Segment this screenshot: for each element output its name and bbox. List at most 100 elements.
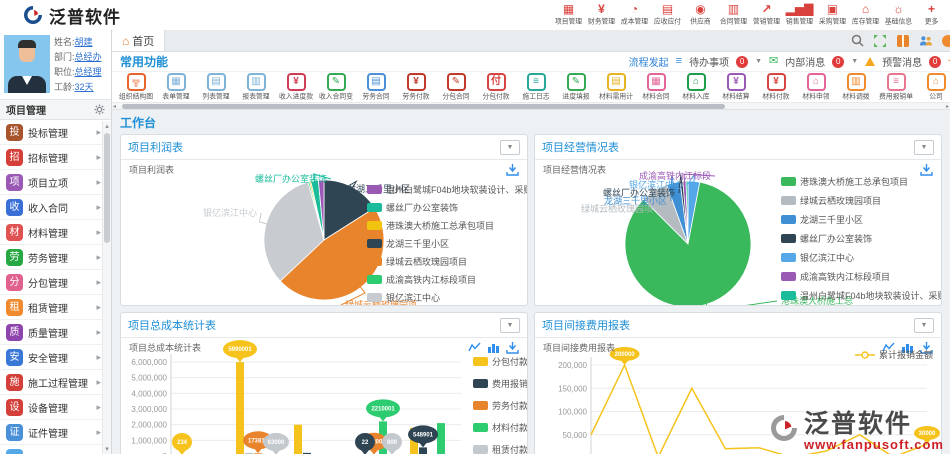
- nav-item-库存管理[interactable]: ⌂ 库存管理: [849, 3, 882, 27]
- nav-item-成本管理[interactable]: ◔ 成本管理: [618, 3, 651, 27]
- legend-item[interactable]: 成渝高铁内江标段项目: [367, 270, 527, 288]
- line-chart-icon[interactable]: [882, 341, 895, 354]
- nav-item-采购管理[interactable]: ▣ 采购管理: [816, 3, 849, 27]
- legend-item[interactable]: 港珠澳大桥施工总承包项目: [367, 216, 527, 234]
- flow-start-link[interactable]: 流程发起: [628, 58, 669, 69]
- profile-field-value[interactable]: 32天: [74, 82, 94, 92]
- legend-item[interactable]: 龙湖三千里小区: [781, 210, 941, 229]
- bar-chart-icon[interactable]: [901, 341, 914, 354]
- chevron-down-icon[interactable]: ▼: [755, 58, 762, 65]
- sidebar-item-劳务管理[interactable]: 劳劳务管理 ▸: [0, 245, 111, 270]
- panel-dropdown-button[interactable]: ▼: [914, 317, 934, 333]
- sidebar-item-租赁管理[interactable]: 租租赁管理 ▸: [0, 295, 111, 320]
- function-表单管理[interactable]: ▦ 表单管理: [156, 72, 196, 102]
- panel-dropdown-button[interactable]: ▼: [500, 317, 520, 333]
- sidebar-item-分包管理[interactable]: 分分包管理 ▸: [0, 270, 111, 295]
- download-icon[interactable]: [506, 341, 519, 354]
- function-材料合同[interactable]: ▦ 材料合同: [636, 72, 676, 102]
- sidebar-item-安全管理[interactable]: 安安全管理 ▸: [0, 345, 111, 370]
- function-费用报销单[interactable]: ≡ 费用报销单: [876, 72, 916, 102]
- function-收入进度款[interactable]: ¥ 收入进度款: [276, 72, 316, 102]
- legend-item[interactable]: 港珠澳大桥施工总承包项目: [781, 172, 941, 191]
- nav-item-供应商[interactable]: ◉ 供应商: [684, 3, 717, 27]
- expand-icon[interactable]: [873, 34, 887, 48]
- scroll-down-icon[interactable]: ▾: [105, 446, 109, 453]
- sidebar-item-招标管理[interactable]: 招招标管理 ▸: [0, 145, 111, 170]
- nav-item-财务管理[interactable]: ¥ 财务管理: [585, 3, 618, 27]
- sidebar-item-项目立项[interactable]: 项项目立项 ▸: [0, 170, 111, 195]
- download-icon[interactable]: [920, 341, 933, 354]
- panel-dropdown-button[interactable]: ▼: [914, 139, 934, 155]
- function-进度填报[interactable]: ✎ 进度填报: [556, 72, 596, 102]
- tab-home[interactable]: ⌂ 首页: [112, 30, 166, 51]
- legend-item[interactable]: 费用报销: [473, 372, 527, 394]
- scroll-up-icon[interactable]: ▴: [105, 123, 109, 130]
- nav-item-项目管理[interactable]: ▦ 项目管理: [552, 3, 585, 27]
- function-列表管理[interactable]: ▤ 列表管理: [196, 72, 236, 102]
- legend-item[interactable]: 螺丝厂办公室装饰: [367, 198, 527, 216]
- sidebar-item-clipped[interactable]: ▸: [0, 445, 111, 454]
- sidebar-item-材料管理[interactable]: 材材料管理 ▸: [0, 220, 111, 245]
- horizontal-scrollbar[interactable]: ◂ ▸: [112, 102, 950, 110]
- gear-icon[interactable]: [94, 104, 105, 115]
- sidebar-item-收入合同[interactable]: 收收入合同 ▸: [0, 195, 111, 220]
- legend-item[interactable]: 龙湖三千里小区: [367, 234, 527, 252]
- sidebar-item-设备管理[interactable]: 设设备管理 ▸: [0, 395, 111, 420]
- bar-chart-icon[interactable]: [487, 341, 500, 354]
- function-材料入库[interactable]: ⌂ 材料入库: [676, 72, 716, 102]
- legend-item[interactable]: 银亿滨江中心: [781, 248, 941, 267]
- function-报表管理[interactable]: ▥ 报表管理: [236, 72, 276, 102]
- nav-item-合同管理[interactable]: ▥ 合同管理: [717, 3, 750, 27]
- sidebar-item-投标管理[interactable]: 投投标管理 ▸: [0, 120, 111, 145]
- legend-item[interactable]: 绿城云栖玫瑰园项目: [367, 252, 527, 270]
- function-材料付款[interactable]: ¥ 材料付款: [756, 72, 796, 102]
- nav-item-更多[interactable]: + 更多: [915, 3, 948, 27]
- legend-item[interactable]: 温州白鹭城F04b地块软装设计、采购与布展工程: [367, 180, 527, 198]
- download-icon[interactable]: [920, 163, 933, 176]
- function-材料需用计划[interactable]: ▤材料需用计划: [596, 72, 636, 102]
- legend-item[interactable]: 温州白鹭城F04b地块软装设计、采购与布展工程: [781, 286, 941, 305]
- nav-item-营销管理[interactable]: ↗ 营销管理: [750, 3, 783, 27]
- safety-vest-icon[interactable]: [896, 34, 910, 48]
- panel-dropdown-button[interactable]: ▼: [500, 139, 520, 155]
- legend-item[interactable]: 劳务付款: [473, 394, 527, 416]
- clipped-plus-icon[interactable]: +: [948, 56, 950, 67]
- scrollbar-thumb[interactable]: [104, 133, 110, 243]
- search-icon[interactable]: [850, 34, 864, 48]
- legend-item[interactable]: 绿城云栖玫瑰园项目: [781, 191, 941, 210]
- legend-item[interactable]: 累计报销金额: [855, 348, 933, 361]
- clipped-icon[interactable]: [942, 34, 950, 47]
- function-分包合同[interactable]: ✎ 分包合同: [436, 72, 476, 102]
- counter-待办事项[interactable]: ≡ 待办事项 0 ▼: [676, 54, 762, 69]
- profile-field-value[interactable]: 胡建: [74, 37, 93, 47]
- function-材料结算[interactable]: ¥ 材料结算: [716, 72, 756, 102]
- legend-item[interactable]: 螺丝厂办公室装饰: [781, 229, 941, 248]
- function-施工日志[interactable]: ≡ 施工日志: [516, 72, 556, 102]
- scroll-right-icon[interactable]: ▸: [945, 104, 949, 110]
- legend-item[interactable]: 分包付款: [473, 350, 527, 372]
- function-材料申领[interactable]: ⌂ 材料申领: [796, 72, 836, 102]
- scroll-left-icon[interactable]: ◂: [113, 104, 117, 110]
- users-icon[interactable]: [919, 34, 933, 48]
- sidebar-item-质量管理[interactable]: 质质量管理 ▸: [0, 320, 111, 345]
- function-材料调拨[interactable]: ▥ 材料调拨: [836, 72, 876, 102]
- hscrollbar-thumb[interactable]: [122, 104, 726, 109]
- profile-field-value[interactable]: 总经理: [74, 67, 102, 77]
- legend-item[interactable]: 成渝高铁内江标段项目: [781, 267, 941, 286]
- function-组织结构图[interactable]: ╦ 组织结构图: [116, 72, 156, 102]
- sidebar-scrollbar[interactable]: ▴ ▾: [102, 121, 111, 454]
- function-劳务合同[interactable]: ▤ 劳务合同: [356, 72, 396, 102]
- sidebar-item-施工过程管理[interactable]: 施施工过程管理 ▸: [0, 370, 111, 395]
- counter-预警消息[interactable]: 预警消息 0: [865, 54, 942, 69]
- nav-item-基础信息[interactable]: ☼ 基础信息: [882, 3, 915, 27]
- chevron-down-icon[interactable]: ▼: [851, 58, 859, 65]
- function-收入合同变更签证[interactable]: ✎收入合同变更签证: [316, 72, 356, 102]
- function-分包付款[interactable]: 付分包付款: [476, 72, 516, 102]
- function-公司[interactable]: ⌂ 公司: [916, 72, 950, 102]
- sidebar-item-证件管理[interactable]: 证证件管理 ▸: [0, 420, 111, 445]
- counter-内部消息[interactable]: ✉ 内部消息 0 ▼: [769, 54, 858, 69]
- profile-field-value[interactable]: 总经办: [74, 52, 102, 62]
- line-chart-icon[interactable]: [468, 341, 481, 354]
- legend-item[interactable]: 租赁付款: [473, 438, 527, 454]
- legend-item[interactable]: 材料付款: [473, 416, 527, 438]
